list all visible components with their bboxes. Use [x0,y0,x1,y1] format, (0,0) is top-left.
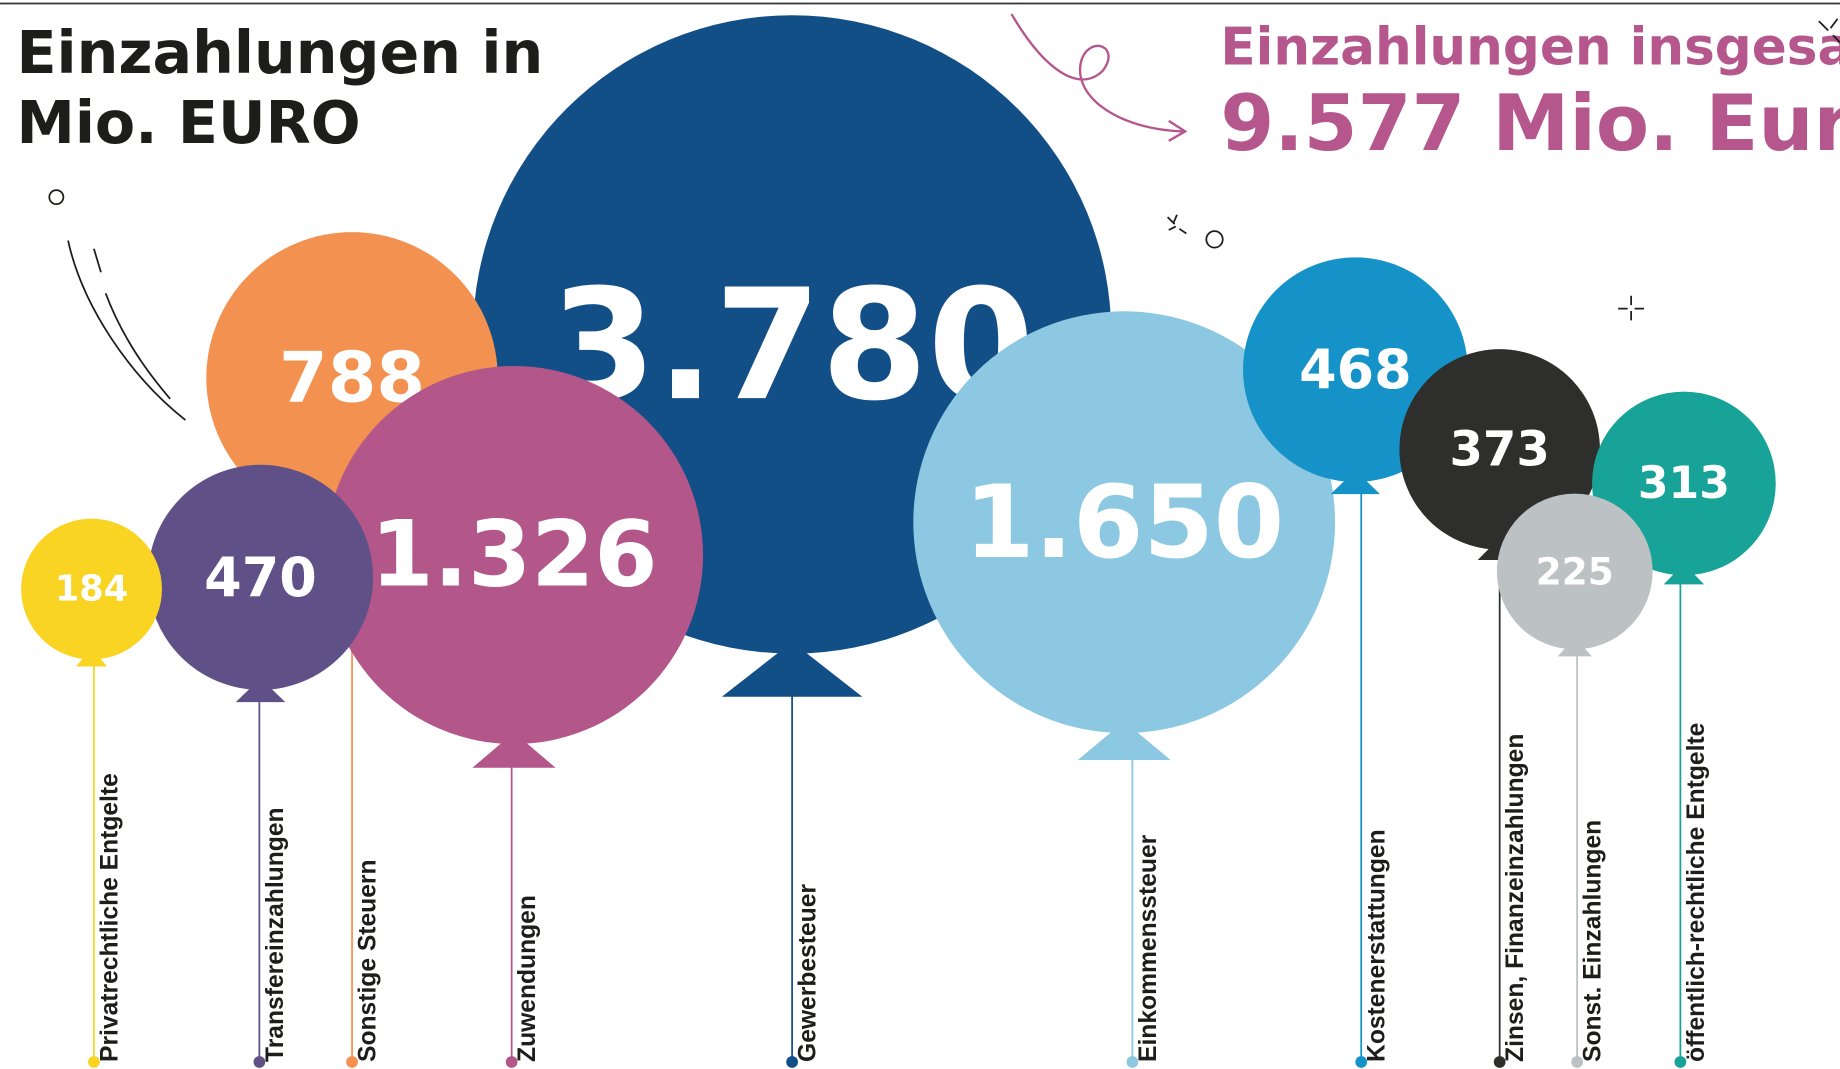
category-label: Sonst. Einzahlungen [1580,820,1607,1062]
value-label: 468 [1299,338,1412,401]
category-label: Transfereinzahlungen [262,807,289,1062]
balloon: 470 [148,465,373,702]
value-label: 470 [204,546,317,609]
category-label: Zuwendungen [514,895,541,1062]
swirl-arrow [1012,14,1186,141]
chart: Einzahlungen in Mio. EURO Einzahlungen i… [0,0,1840,1069]
value-label: 1.650 [964,463,1284,581]
balloon: 1.326 [325,366,703,768]
value-label: 373 [1449,421,1549,477]
total-label: Einzahlungen insgesamt [1220,18,1840,78]
value-label: 313 [1638,458,1730,509]
total-value: 9.577 Mio. Euro [1220,79,1840,169]
category-label: Kostenerstattungen [1364,829,1391,1062]
chart-title: Mio. EURO [16,89,360,157]
page: {"chart_data": { "type": "balloon", "tit… [0,0,1840,1069]
chart-title: Einzahlungen in [16,19,543,87]
category-label: Zinsen, Finanzeinzahlungen [1502,734,1529,1062]
value-label: 225 [1536,549,1614,593]
value-label: 184 [55,569,128,610]
category-label: öffentlich-rechtliche Entgelte [1683,723,1710,1062]
category-label: Gewerbesteuer [795,884,822,1062]
category-label: Einkommenssteuer [1135,834,1162,1062]
value-label: 1.326 [371,503,658,608]
balloon: 225 [1497,494,1653,657]
category-label: Privatrechtliche Entgelte [96,773,123,1062]
balloon: 184 [21,519,162,667]
category-label: Sonstige Steuern [355,859,382,1062]
